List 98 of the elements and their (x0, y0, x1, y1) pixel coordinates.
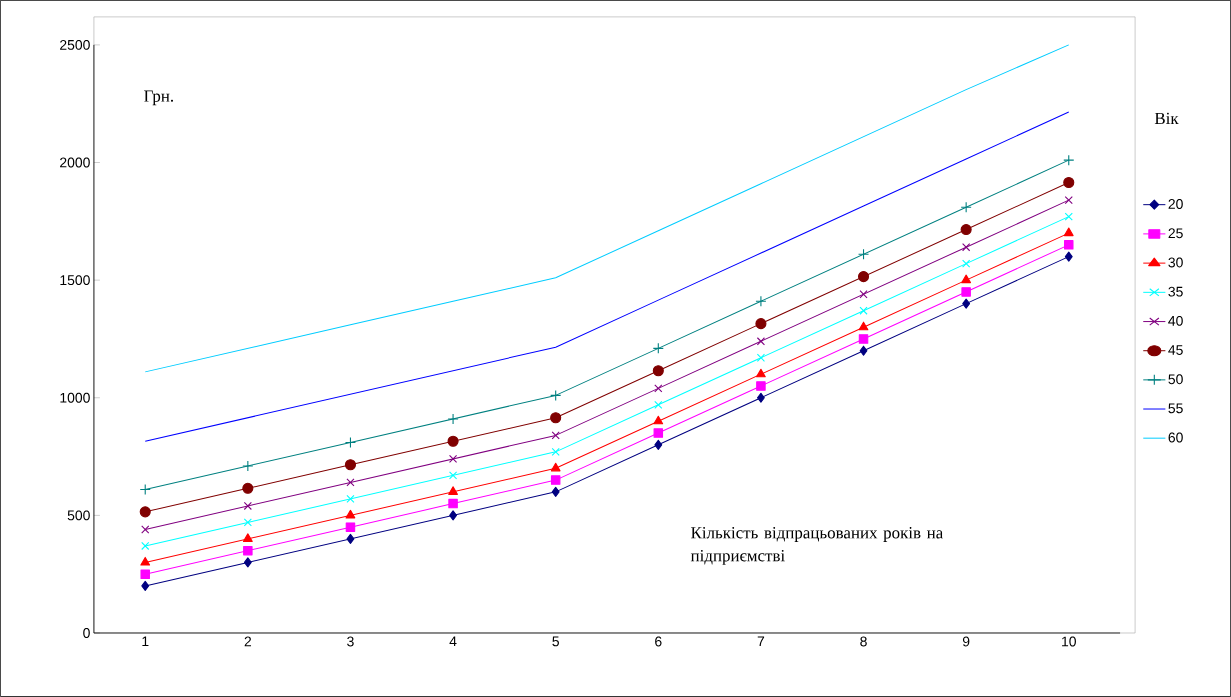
point (346, 494, 355, 504)
y-tick-label: 2500 (60, 39, 90, 50)
point (1064, 240, 1074, 250)
y-tick-label: 500 (67, 510, 90, 521)
point (242, 482, 254, 494)
point (141, 541, 150, 551)
point (961, 274, 972, 284)
y-tick-label: 1000 (60, 392, 90, 403)
point (654, 439, 663, 450)
x-tick-label: 5 (552, 636, 559, 647)
point (243, 545, 253, 556)
point (653, 415, 664, 425)
y-tick-label: 2000 (60, 157, 90, 168)
point (962, 298, 971, 309)
point (242, 460, 254, 472)
x-tick-label: 7 (757, 636, 765, 647)
point (652, 365, 664, 377)
point (345, 522, 356, 532)
point (756, 353, 765, 362)
x-tick-label: 9 (962, 636, 970, 647)
point (344, 459, 357, 471)
point (449, 510, 457, 521)
point (961, 287, 971, 297)
point (857, 271, 870, 283)
legend-label: 25 (1168, 228, 1183, 239)
point (550, 462, 561, 472)
point (1063, 227, 1074, 237)
point (756, 381, 766, 391)
legend-label: 60 (1168, 432, 1183, 443)
legend-label: 20 (1168, 199, 1183, 209)
x-tick-label: 3 (347, 636, 354, 647)
point (551, 447, 560, 456)
legend-label: 30 (1168, 257, 1183, 268)
point (1064, 212, 1073, 221)
legend-label: 45 (1168, 345, 1183, 355)
point (346, 533, 355, 544)
point (141, 580, 150, 592)
point (857, 248, 870, 260)
point (962, 259, 971, 268)
point (139, 506, 151, 518)
point (447, 413, 459, 425)
point (1064, 251, 1073, 262)
point (550, 475, 561, 485)
legend-label: 35 (1168, 286, 1183, 297)
y-tick-label: 1500 (60, 275, 90, 286)
x-tick-label: 10 (1062, 636, 1076, 647)
y-axis-title: Грн. (144, 90, 174, 106)
y-tick-label: 0 (83, 628, 90, 638)
point (551, 486, 560, 497)
point (243, 557, 252, 568)
point (654, 400, 663, 409)
point (858, 321, 869, 331)
point (344, 436, 357, 449)
legend-title: Вік (1154, 112, 1179, 125)
point (242, 533, 253, 542)
legend-label: 55 (1168, 403, 1183, 414)
point (755, 295, 767, 307)
point (139, 484, 151, 496)
point (550, 412, 562, 424)
x-axis-title: Кількість відпрацьованих років на підприємстві (690, 527, 943, 565)
point (1064, 196, 1073, 205)
point (448, 498, 458, 509)
point (652, 342, 664, 354)
x-tick-label: 1 (142, 636, 149, 647)
point (859, 290, 868, 299)
point (448, 486, 458, 495)
x-tick-label: 4 (449, 636, 457, 647)
point (960, 224, 972, 236)
point (756, 392, 765, 403)
point (448, 471, 458, 480)
legend-label: 50 (1168, 374, 1183, 385)
point (448, 454, 458, 464)
point (243, 518, 252, 527)
point (1063, 177, 1075, 189)
point (755, 318, 767, 330)
point (654, 384, 663, 393)
x-tick-label: 6 (655, 636, 662, 647)
point (653, 428, 664, 438)
point (140, 556, 151, 566)
point (756, 368, 766, 378)
point (345, 509, 356, 519)
point (243, 501, 252, 511)
point (859, 345, 868, 356)
point (858, 334, 869, 344)
point (550, 389, 562, 401)
point (140, 569, 150, 579)
point (859, 306, 868, 315)
point (141, 525, 150, 534)
point (960, 201, 972, 213)
x-tick-label: 8 (860, 636, 867, 647)
legend-label: 40 (1168, 315, 1183, 326)
point (1063, 154, 1075, 166)
point (346, 478, 355, 487)
point (756, 337, 765, 346)
point (962, 243, 971, 252)
x-tick-label: 2 (244, 636, 252, 647)
point (447, 435, 459, 447)
point (551, 431, 560, 440)
